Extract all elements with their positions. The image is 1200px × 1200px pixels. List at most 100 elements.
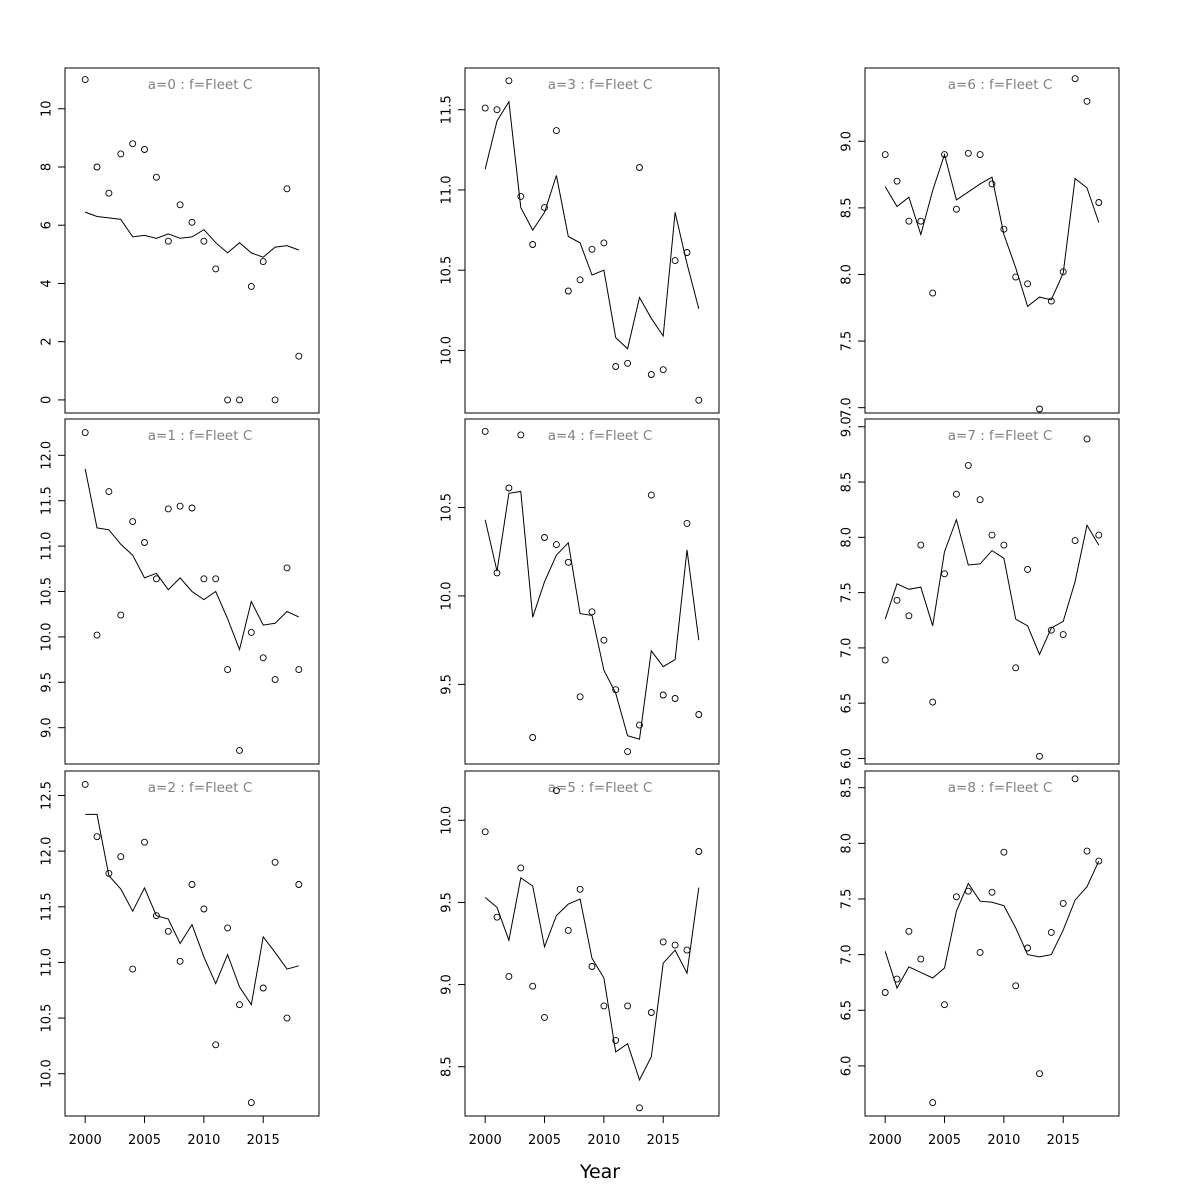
y-tick-label: 2 <box>40 338 55 346</box>
data-point <box>1000 225 1008 233</box>
panel-title: a=5 : f=Fleet C <box>548 780 653 796</box>
data-point <box>117 853 125 861</box>
data-point <box>481 828 489 836</box>
y-tick-label: 6.5 <box>840 1000 855 1021</box>
y-tick-label: 4 <box>40 279 55 287</box>
data-point <box>541 534 548 541</box>
x-tick-label: 2005 <box>928 1133 961 1148</box>
y-tick-label: 12.0 <box>40 837 55 866</box>
plot-frame <box>464 418 720 765</box>
y-tick-label: 8.0 <box>840 833 855 854</box>
data-point <box>552 127 560 135</box>
data-point <box>624 748 632 756</box>
data-point <box>129 140 137 148</box>
data-point <box>612 363 620 370</box>
data-point <box>552 787 560 795</box>
data-point <box>612 1036 620 1044</box>
data-point <box>224 396 232 404</box>
fitted-line <box>484 100 700 350</box>
data-point <box>529 982 537 990</box>
data-point <box>188 218 196 226</box>
data-point <box>647 491 655 499</box>
data-point <box>1071 775 1079 783</box>
x-tick-label: 2000 <box>469 1133 502 1148</box>
panel-title: a=1 : f=Fleet C <box>148 428 253 444</box>
data-point <box>1059 268 1067 276</box>
data-point <box>929 698 937 706</box>
data-point <box>964 149 972 157</box>
data-point <box>1000 541 1008 549</box>
data-point <box>695 711 703 718</box>
data-point <box>976 496 984 504</box>
data-point <box>588 963 596 970</box>
panel-title: a=8 : f=Fleet C <box>948 780 1053 796</box>
data-point <box>683 519 691 527</box>
data-point <box>283 564 291 572</box>
y-tick-label: 6 <box>40 221 55 229</box>
data-point <box>93 833 101 841</box>
data-point <box>917 217 925 225</box>
data-point <box>212 575 220 583</box>
data-point <box>988 888 996 896</box>
data-point <box>247 628 255 636</box>
y-tick-label: 12.0 <box>40 441 55 470</box>
data-point <box>659 938 667 946</box>
y-tick-label: 9.5 <box>440 892 455 913</box>
data-point <box>1000 848 1008 856</box>
data-point <box>905 217 913 225</box>
x-tick-label: 2010 <box>187 1133 220 1148</box>
data-point <box>164 505 172 513</box>
y-tick-label: 10.0 <box>40 622 55 651</box>
data-point <box>517 864 525 872</box>
y-tick-label: 11.0 <box>440 175 455 204</box>
data-point <box>200 237 208 245</box>
data-point <box>1095 857 1103 865</box>
data-point <box>941 570 948 578</box>
data-point <box>517 192 525 200</box>
y-tick-label: 9.0 <box>840 416 855 437</box>
data-point <box>81 76 89 84</box>
data-point <box>1012 982 1020 990</box>
data-point <box>976 151 984 159</box>
y-tick-label: 10 <box>40 100 55 117</box>
plot-frame <box>64 67 320 414</box>
data-point <box>188 504 196 512</box>
plot-frame <box>64 770 320 1117</box>
data-point <box>624 359 632 367</box>
data-point <box>141 539 148 546</box>
x-tick-label: 2015 <box>1047 1133 1080 1148</box>
y-tick-label: 10.0 <box>440 581 455 610</box>
data-point <box>176 502 184 510</box>
x-tick-label: 2000 <box>869 1133 902 1148</box>
y-tick-label: 10.0 <box>40 1059 55 1088</box>
y-tick-label: 9.0 <box>840 131 855 152</box>
y-tick-label: 7.5 <box>840 582 855 603</box>
data-point <box>941 1001 948 1009</box>
data-point <box>188 881 196 888</box>
y-tick-label: 8 <box>40 163 55 171</box>
data-point <box>259 654 267 662</box>
data-point <box>247 1099 255 1107</box>
data-point <box>481 104 489 112</box>
data-point <box>212 265 220 273</box>
data-point <box>600 1002 608 1010</box>
data-point <box>893 177 901 185</box>
data-point <box>683 946 691 954</box>
y-tick-label: 11.0 <box>40 948 55 977</box>
data-point <box>541 204 548 212</box>
data-point <box>671 257 679 265</box>
data-point <box>1047 297 1055 305</box>
y-tick-label: 6.5 <box>840 693 855 714</box>
panel-2: a=2 : f=Fleet C 10.0 10.5 11.0 11.5 12.0 12.5 2… <box>40 770 320 1148</box>
data-point <box>905 927 913 935</box>
y-tick-label: 10.0 <box>440 806 455 835</box>
data-point <box>541 1013 548 1021</box>
x-tick-label: 2015 <box>247 1133 280 1148</box>
data-point <box>588 245 596 253</box>
data-point <box>529 734 537 741</box>
data-point <box>564 287 572 295</box>
data-point <box>481 427 489 435</box>
data-point <box>247 282 255 290</box>
data-point <box>271 858 279 866</box>
data-point <box>105 869 113 877</box>
